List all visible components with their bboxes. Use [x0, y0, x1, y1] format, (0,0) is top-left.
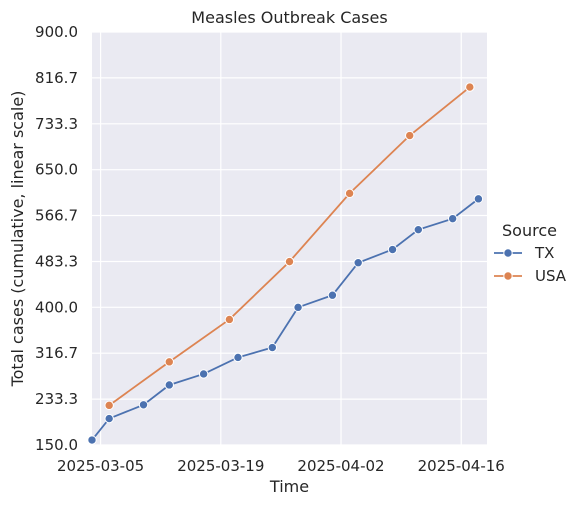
data-point-tx: [353, 258, 363, 268]
y-tick-label: 233.3: [35, 390, 78, 408]
y-tick-label: 150.0: [35, 436, 78, 454]
x-axis-label: Time: [269, 477, 309, 496]
legend-marker-icon: [503, 271, 513, 281]
y-tick-label: 650.0: [35, 161, 78, 179]
y-tick-label: 400.0: [35, 298, 78, 316]
data-point-tx: [267, 342, 278, 353]
y-tick-label: 316.7: [35, 344, 78, 362]
data-point-tx: [164, 380, 174, 390]
legend-item-tx[interactable]: TX: [494, 244, 554, 262]
data-point-tx: [447, 213, 458, 224]
legend-label: TX: [534, 244, 554, 262]
data-point-usa: [284, 256, 295, 267]
data-point-usa: [164, 357, 174, 367]
x-tick-label: 2025-04-16: [418, 457, 505, 475]
data-point-tx: [233, 352, 243, 363]
data-point-usa: [405, 130, 415, 141]
legend-items: TX USA: [494, 244, 567, 285]
legend-item-usa[interactable]: USA: [494, 267, 567, 285]
data-point-tx: [104, 413, 114, 424]
series-line-tx: [91, 198, 479, 441]
data-point-tx: [138, 400, 149, 410]
legend[interactable]: Source TX USA: [494, 221, 567, 285]
legend-marker-icon: [503, 248, 513, 258]
y-tick-label: 566.7: [35, 207, 78, 225]
data-point-tx: [327, 290, 338, 300]
data-point-tx: [413, 224, 424, 235]
data-point-usa: [104, 400, 114, 411]
y-tick-label: 483.3: [35, 252, 78, 270]
y-tick-label: 900.0: [35, 23, 78, 41]
y-tick-label: 816.7: [35, 69, 78, 87]
data-point-usa: [344, 188, 355, 199]
chart-title: Measles Outbreak Cases: [191, 8, 387, 27]
data-point-usa: [465, 82, 475, 92]
data-point-tx: [87, 435, 97, 445]
x-tick-label: 2025-03-19: [177, 457, 264, 475]
legend-label: USA: [535, 267, 567, 285]
y-axis-ticks: 150.0 233.3 316.7 400.0 483.3 566.7 650.0 733.3…: [35, 23, 78, 454]
x-axis-ticks: 2025-03-05 2025-03-19 2025-04-02 2025-04-16: [57, 457, 505, 475]
y-axis-label: Total cases (cumulative, linear scale): [8, 91, 27, 388]
y-tick-label: 733.3: [35, 115, 78, 133]
series-points: [87, 82, 484, 445]
data-point-tx: [293, 302, 303, 313]
data-point-tx: [198, 369, 209, 379]
data-point-tx: [473, 194, 484, 204]
data-point-usa: [224, 314, 235, 325]
data-point-tx: [387, 244, 398, 255]
x-tick-label: 2025-03-05: [57, 457, 144, 475]
plot-area: [92, 32, 487, 445]
legend-title: Source: [502, 221, 557, 240]
x-tick-label: 2025-04-02: [297, 457, 384, 475]
